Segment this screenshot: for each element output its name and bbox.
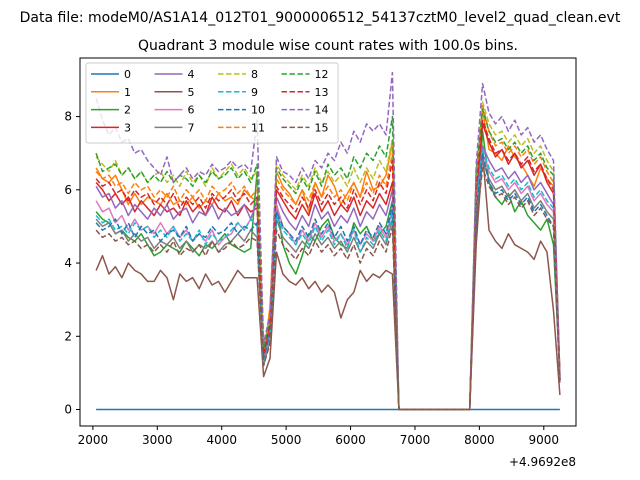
chart-title: Quadrant 3 module wise count rates with … [138, 38, 518, 54]
series-group [95, 71, 561, 411]
series-line-8 [95, 101, 561, 411]
legend-label-4: 4 [188, 68, 195, 81]
legend-label-15: 15 [315, 121, 329, 134]
legend-label-10: 10 [251, 104, 265, 117]
series-line-15 [95, 167, 561, 411]
legend-label-14: 14 [315, 104, 329, 117]
y-tick-label: 0 [64, 403, 72, 417]
legend-label-7: 7 [188, 121, 195, 134]
x-tick-label: 7000 [400, 433, 431, 447]
legend-label-6: 6 [188, 104, 195, 117]
plot-frame [79, 57, 577, 427]
legend-label-12: 12 [315, 68, 329, 81]
legend-label-0: 0 [124, 68, 131, 81]
chart-suptitle: Data file: modeM0/AS1A14_012T01_90000065… [20, 10, 621, 26]
series-line-7 [95, 159, 561, 411]
y-tick-label: 8 [64, 110, 72, 124]
x-tick-label: 8000 [464, 433, 495, 447]
y-tick-label: 6 [64, 183, 72, 197]
series-line-13 [95, 119, 561, 411]
x-offset-label: +4.9692e8 [509, 455, 576, 469]
series-line-9 [95, 148, 561, 411]
x-tick-label: 4000 [206, 433, 237, 447]
series-line-14 [95, 71, 561, 411]
legend-label-3: 3 [124, 121, 131, 134]
series-line-4 [95, 145, 561, 411]
legend-label-1: 1 [124, 86, 131, 99]
series-line-10 [95, 152, 561, 411]
y-tick-label: 4 [64, 256, 72, 270]
x-tick-label: 9000 [529, 433, 560, 447]
legend-frame [85, 62, 339, 144]
y-tick-label: 2 [64, 329, 72, 343]
x-tick-label: 3000 [142, 433, 173, 447]
legend-label-11: 11 [251, 121, 265, 134]
axis-ticks: 2000 3000 4000 5000 6000 7000 8000 9000 0 2 4 6 8 [64, 110, 559, 447]
legend-label-9: 9 [251, 86, 258, 99]
x-tick-label: 2000 [78, 433, 109, 447]
x-tick-label: 5000 [271, 433, 302, 447]
legend-label-5: 5 [188, 86, 195, 99]
legend-label-2: 2 [124, 104, 131, 117]
series-line-11 [95, 104, 561, 411]
legend-label-8: 8 [251, 68, 258, 81]
x-tick-label: 6000 [335, 433, 366, 447]
legend-label-13: 13 [315, 86, 329, 99]
